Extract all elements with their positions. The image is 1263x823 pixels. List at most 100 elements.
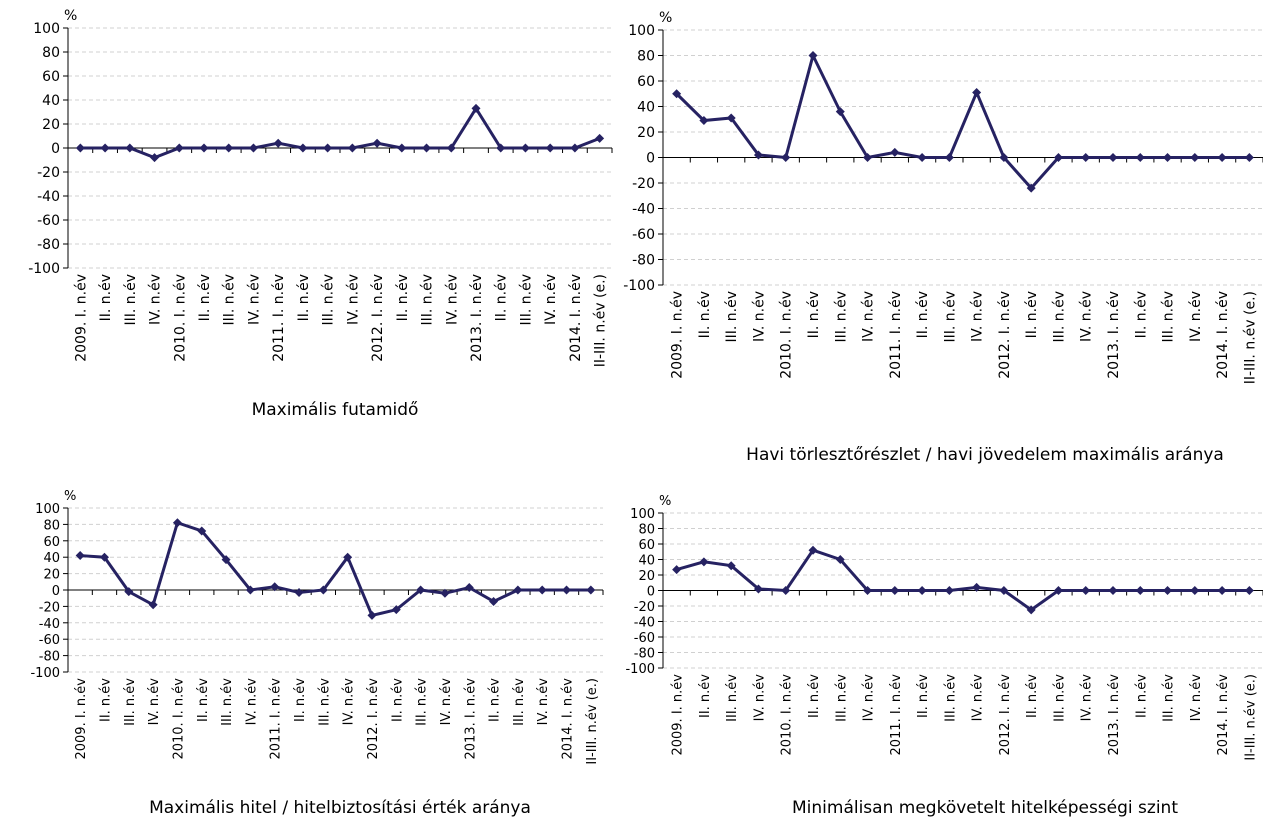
x-tick-label: III. n.év xyxy=(1052,674,1067,722)
x-tick-label: II. n.év xyxy=(296,274,312,321)
unit-label: % xyxy=(64,489,76,504)
x-tick-label: II. n.év xyxy=(807,674,822,718)
y-tick-label: 40 xyxy=(42,93,60,109)
y-tick-label: 0 xyxy=(647,585,655,600)
y-tick-label: -60 xyxy=(634,631,655,646)
point xyxy=(753,584,763,594)
point xyxy=(863,153,873,162)
point xyxy=(270,582,280,592)
y-tick-label: 60 xyxy=(42,69,60,85)
x-tick-label: 2014. I. n.év xyxy=(561,678,576,760)
y-tick-label: 100 xyxy=(630,507,655,522)
x-tick-label: 2014. I. n.év xyxy=(568,274,584,362)
point xyxy=(1244,586,1254,595)
x-tick-label: IV. n.év xyxy=(751,291,767,342)
x-tick-label: 2012. I. n.év xyxy=(370,274,386,362)
y-tick-label: 60 xyxy=(43,535,60,550)
point xyxy=(422,143,432,153)
point xyxy=(440,588,450,598)
y-tick-label: -40 xyxy=(39,617,60,632)
chart-title: Minimálisan megkövetelt hitelképességi s… xyxy=(792,798,1178,818)
point xyxy=(343,552,353,562)
point xyxy=(124,587,134,597)
x-tick-label: 2009. I. n.év xyxy=(670,291,686,379)
x-tick-label: IV. n.év xyxy=(862,674,877,722)
y-tick-label: -80 xyxy=(37,237,60,253)
x-tick-label: 2012. I. n.év xyxy=(366,678,381,760)
y-tick-label: -100 xyxy=(623,278,655,294)
x-tick-label: III. n.év xyxy=(317,678,332,726)
point xyxy=(148,600,158,610)
point xyxy=(944,153,954,162)
x-tick-label: II-III. n.év (e.) xyxy=(1242,291,1258,384)
chart-title: Maximális futamidő xyxy=(251,400,419,420)
chart-title: Havi törlesztőrészlet / havi jövedelem m… xyxy=(746,445,1224,465)
x-tick-label: IV. n.év xyxy=(444,274,460,325)
point xyxy=(318,585,328,595)
y-tick-label: 20 xyxy=(638,569,655,584)
x-tick-label: IV. n.év xyxy=(147,678,162,726)
x-tick-label: 2009. I. n.év xyxy=(73,274,89,362)
y-tick-label: -20 xyxy=(39,600,60,615)
point xyxy=(273,138,283,148)
point xyxy=(416,585,426,595)
point xyxy=(1163,153,1173,162)
x-tick-label: II. n.év xyxy=(916,674,931,718)
x-tick-label: II. n.év xyxy=(98,678,113,722)
x-tick-label: III. n.év xyxy=(1162,674,1177,722)
x-tick-label: IV. n.év xyxy=(543,274,559,325)
x-tick-label: IV. n.év xyxy=(1080,674,1095,722)
y-tick-label: -20 xyxy=(37,165,60,181)
x-tick-label: III. n.év xyxy=(222,274,238,326)
point xyxy=(1108,153,1118,162)
x-tick-label: 2013. I. n.év xyxy=(1106,291,1122,379)
point xyxy=(224,143,234,153)
point xyxy=(672,565,682,575)
point xyxy=(248,143,258,153)
x-tick-label: 2010. I. n.év xyxy=(779,291,795,379)
x-tick-label: IV. n.év xyxy=(342,678,357,726)
point xyxy=(537,585,547,595)
x-tick-label: III. n.év xyxy=(943,674,958,722)
point xyxy=(1108,586,1118,595)
point xyxy=(75,551,85,561)
chart-title: Maximális hitel / hitelbiztosítási érték… xyxy=(149,798,531,818)
x-tick-label: IV. n.év xyxy=(970,291,986,342)
point xyxy=(172,518,182,528)
x-tick-label: II-III. n.év (e.) xyxy=(593,274,609,367)
y-tick-label: 100 xyxy=(35,502,60,517)
point xyxy=(753,150,763,160)
x-tick-label: II. n.év xyxy=(98,274,114,321)
y-tick-label: -40 xyxy=(632,202,655,218)
point xyxy=(1190,586,1200,595)
point xyxy=(595,133,605,143)
x-tick-label: III. n.év xyxy=(724,291,740,343)
x-tick-label: II-III. n.év (e.) xyxy=(585,678,600,765)
point xyxy=(890,147,900,157)
y-tick-label: 0 xyxy=(51,141,60,157)
x-tick-label: IV. n.év xyxy=(861,291,877,342)
point xyxy=(367,610,377,620)
point xyxy=(245,585,255,595)
x-tick-label: 2011. I. n.év xyxy=(271,274,287,362)
point xyxy=(835,107,845,117)
line xyxy=(80,105,601,160)
point xyxy=(99,552,109,562)
y-tick-label: 60 xyxy=(638,538,655,553)
point xyxy=(347,143,357,153)
point xyxy=(75,143,85,153)
x-tick-label: II. n.év xyxy=(494,274,510,321)
y-tick-label: 0 xyxy=(646,151,655,167)
x-tick-label: II. n.év xyxy=(698,674,713,718)
point xyxy=(972,87,982,97)
x-tick-label: III. n.év xyxy=(833,291,849,343)
point xyxy=(520,143,530,153)
x-tick-label: IV. n.év xyxy=(752,674,767,722)
x-tick-label: II. n.év xyxy=(1134,674,1149,718)
x-tick-label: II. n.év xyxy=(1024,291,1040,338)
point xyxy=(372,138,382,148)
